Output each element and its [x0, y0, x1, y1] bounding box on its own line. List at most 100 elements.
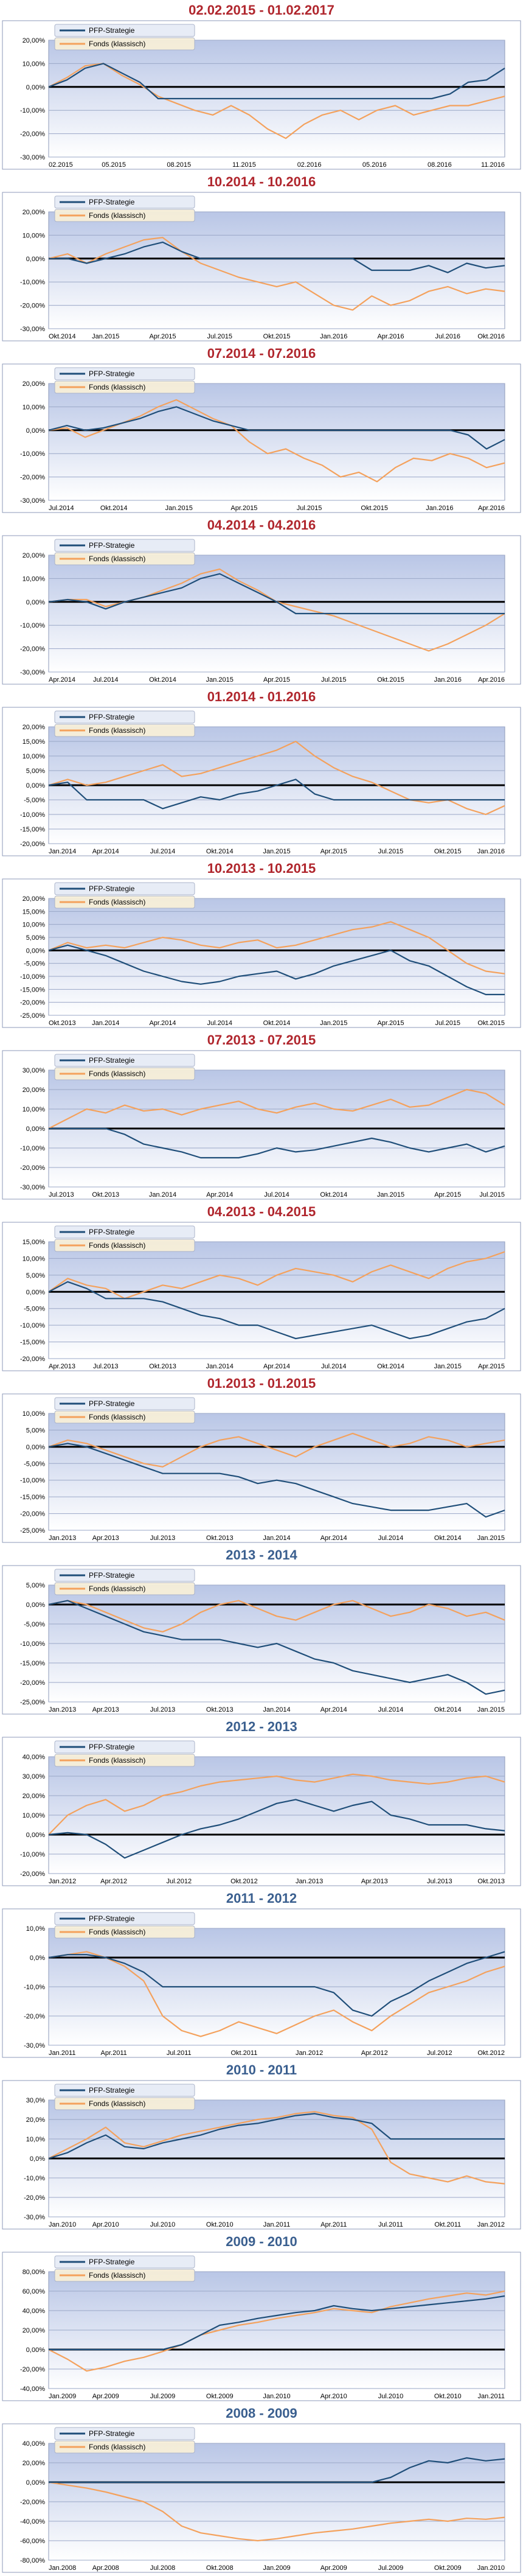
legend-label: PFP-Strategie [89, 1743, 135, 1751]
x-tick-label: Jan.2012 [296, 2049, 323, 2057]
legend-label: PFP-Strategie [89, 1056, 135, 1065]
chart-svg: 30,0% 20,0% 10,0% 0,0% -10,0% -20,0% -30,0% Jan… [2, 2080, 521, 2230]
chart-title: 07.2013 - 07.2015 [207, 1032, 316, 1048]
chart-title: 01.2013 - 01.2015 [207, 1376, 316, 1391]
x-tick-label: Okt.2011 [434, 2221, 461, 2228]
x-tick-label: Jan.2016 [320, 333, 347, 340]
chart-title: 2009 - 2010 [226, 2234, 297, 2249]
legend-box [54, 24, 195, 37]
x-tick-label: Okt.2011 [231, 2049, 258, 2057]
legend-box [54, 2427, 195, 2440]
x-tick-label: Okt.2015 [263, 333, 291, 340]
legend-label: PFP-Strategie [89, 1228, 135, 1236]
x-tick-label: Jul.2011 [167, 2049, 192, 2057]
chart-svg: 10,00% 5,00% 0,00% -5,00% -10,00% -15,00% -20,… [2, 1393, 521, 1543]
y-tick-label: 0,00% [26, 256, 45, 263]
y-tick-label: -20,00% [20, 474, 45, 481]
x-tick-label: Apr.2016 [377, 333, 404, 340]
chart-svg: 10,0% 0,0% -10,0% -20,0% -30,0% Jan.2011 Apr.2… [2, 1908, 521, 2058]
legend-label: PFP-Strategie [89, 26, 135, 35]
y-tick-label: -5,00% [24, 961, 45, 968]
legend-label: Fonds (klassisch) [89, 1584, 145, 1593]
x-tick-label: Jan.2012 [49, 1878, 76, 1885]
y-tick-label: 20,00% [23, 724, 46, 731]
legend-box [54, 1397, 195, 1410]
series-line-strategy [48, 1951, 505, 2017]
x-tick-label: Jul.2013 [93, 1363, 119, 1370]
chart-svg: 30,00% 20,00% 10,00% 0,00% -10,00% -20,00% -30… [2, 1050, 521, 1200]
plot-area [48, 1241, 505, 1359]
y-tick-label: -20,00% [20, 646, 45, 653]
legend: PFP-Strategie Fonds (klassisch) [54, 1054, 195, 1080]
y-tick-label: 20,00% [23, 380, 46, 388]
series-line-strategy [48, 2113, 505, 2160]
x-tick-label: Jan.2015 [477, 1535, 505, 1542]
legend: PFP-Strategie Fonds (klassisch) [54, 1740, 195, 1767]
x-tick-label: Jul.2014 [93, 676, 119, 684]
y-tick-label: 20,00% [23, 1793, 46, 1800]
y-tick-label: 0,00% [26, 599, 45, 606]
legend-box [54, 895, 195, 909]
chart-panel: 2009 - 2010 80,00% 60,00% 40,00% 20,00% 0,00%… [0, 2231, 523, 2403]
x-tick-label: Jul.2015 [479, 1191, 505, 1199]
x-tick-label: Apr.2015 [230, 505, 257, 512]
series-line-strategy [48, 944, 505, 995]
series-line-strategy [48, 406, 505, 450]
series-line-fund [48, 2290, 505, 2372]
y-tick-label: -10,00% [20, 811, 45, 819]
y-tick-label: -20,0% [24, 2194, 45, 2202]
legend-label: Fonds (klassisch) [89, 1241, 145, 1250]
chart-title: 10.2013 - 10.2015 [207, 861, 316, 876]
legend-box [54, 1239, 195, 1252]
legend-box [54, 195, 195, 209]
x-tick-label: Jul.2010 [150, 2221, 176, 2228]
legend-label: PFP-Strategie [89, 1571, 135, 1580]
chart-panel: 2008 - 2009 40,00% 20,00% 0,00% -20,00% -40,0… [0, 2403, 523, 2575]
chart-panel: 2013 - 2014 5,00% 0,00% -5,00% -10,00% -15,00… [0, 1545, 523, 1717]
x-tick-label: Apr.2013 [92, 1706, 119, 1713]
legend-box [54, 710, 195, 724]
y-tick-label: -20,00% [20, 1356, 45, 1363]
y-tick-label: 10,00% [23, 1812, 46, 1819]
x-tick-label: Apr.2014 [320, 1706, 347, 1713]
x-tick-label: Jul.2013 [150, 1535, 176, 1542]
chart-panel: 07.2014 - 07.2016 20,00% 10,00% 0,00% -10,00… [0, 343, 523, 515]
legend-label: Fonds (klassisch) [89, 2099, 145, 2108]
y-tick-label: 20,00% [23, 209, 46, 216]
x-tick-label: Jan.2014 [263, 1535, 290, 1542]
y-tick-label: -30,00% [20, 1184, 45, 1191]
x-tick-label: Okt.2016 [477, 333, 505, 340]
x-tick-label: Apr.2010 [92, 2221, 119, 2228]
y-tick-label: -30,00% [20, 497, 45, 505]
x-tick-label: Jan.2008 [49, 2564, 76, 2572]
x-tick-label: Jan.2012 [477, 2221, 505, 2228]
series-line-fund [48, 2111, 505, 2185]
legend-label: Fonds (klassisch) [89, 2443, 145, 2451]
x-tick-label: Okt.2008 [206, 2564, 234, 2572]
legend: PFP-Strategie Fonds (klassisch) [54, 882, 195, 909]
legend: PFP-Strategie Fonds (klassisch) [54, 2427, 195, 2454]
y-tick-label: -40,00% [20, 2518, 45, 2525]
legend-label: Fonds (klassisch) [89, 1928, 145, 1936]
x-tick-label: Okt.2014 [49, 333, 76, 340]
y-tick-label: -30,00% [20, 154, 45, 161]
x-tick-label: 08.2015 [167, 161, 191, 169]
y-tick-label: -20,00% [20, 303, 45, 310]
y-tick-label: 10,00% [23, 404, 46, 411]
x-tick-label: Jul.2014 [49, 505, 74, 512]
x-tick-label: Okt.2013 [49, 1020, 76, 1027]
legend-label: Fonds (klassisch) [89, 383, 145, 391]
y-tick-label: 20,00% [23, 2327, 46, 2334]
x-tick-label: Okt.2012 [230, 1878, 258, 1885]
y-tick-label: 0,00% [26, 2479, 45, 2487]
y-tick-label: -10,00% [20, 279, 45, 286]
x-tick-label: Jul.2013 [150, 1706, 176, 1713]
legend-label: Fonds (klassisch) [89, 2271, 145, 2280]
series-line-strategy [48, 573, 505, 615]
x-tick-label: Jan.2014 [206, 1363, 234, 1370]
y-tick-label: 15,00% [23, 908, 46, 915]
x-tick-label: Jan.2015 [477, 1706, 505, 1713]
x-tick-label: Apr.2015 [377, 1020, 404, 1027]
x-tick-label: Apr.2013 [92, 1535, 119, 1542]
